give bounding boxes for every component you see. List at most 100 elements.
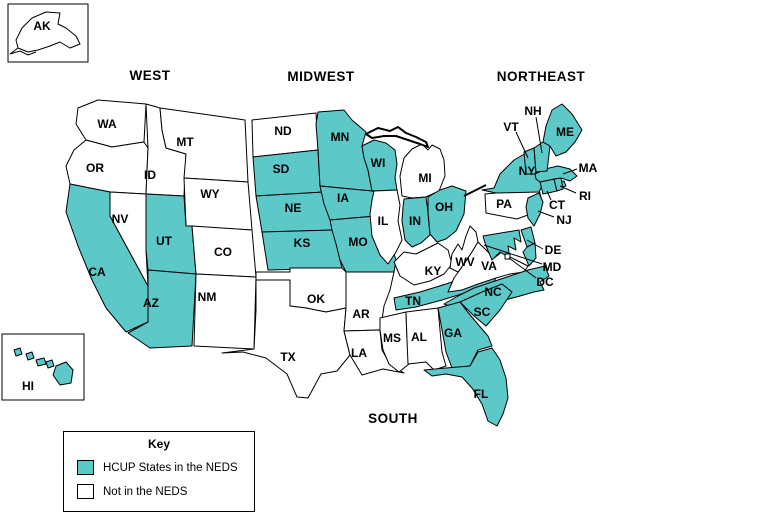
state-VA-shape [447, 241, 529, 293]
leader-line-VT [515, 131, 529, 159]
state-WY-label: WY [200, 187, 219, 201]
region-label-midwest: MIDWEST [287, 69, 354, 84]
leader-line-CT [546, 190, 552, 201]
state-HI-shape [13, 347, 23, 357]
legend-swatch-out [77, 484, 94, 499]
state-IA-label: IA [337, 191, 349, 205]
state-NC-label: NC [484, 285, 502, 299]
state-IN-label: IN [409, 214, 421, 228]
legend-label-in: HCUP States in the NEDS [103, 461, 238, 474]
leader-line-MD [483, 244, 543, 265]
state-IN-shape [401, 196, 431, 248]
aleutian-islands [9, 47, 37, 56]
state-WA-label: WA [97, 117, 117, 131]
legend-swatch-in [77, 460, 94, 475]
state-AR-label: AR [352, 307, 370, 321]
state-PA-label: PA [496, 197, 512, 211]
legend-title: Key [147, 437, 170, 451]
state-MN-label: MN [331, 130, 350, 144]
state-WV-label: WV [455, 255, 474, 269]
state-NY-label: NY [519, 164, 536, 178]
state-AL-label: AL [411, 330, 427, 344]
state-NE-label: NE [285, 201, 302, 215]
state-ND-label: ND [274, 124, 292, 138]
region-label-south: SOUTH [368, 411, 418, 426]
state-TX-label: TX [280, 350, 295, 364]
state-NV-label: NV [112, 212, 129, 226]
state-NV-shape [109, 191, 149, 287]
state-MD-shape [522, 242, 537, 267]
state-NJ-label: NJ [556, 213, 571, 227]
state-DE-label: DE [545, 243, 562, 257]
state-MI-shape [365, 126, 429, 148]
state-IL-label: IL [378, 214, 389, 228]
state-OR-label: OR [86, 161, 104, 175]
state-GA-label: GA [444, 326, 462, 340]
leader-line-DC [508, 257, 537, 279]
state-IL-shape [369, 189, 403, 265]
state-MO-label: MO [348, 235, 367, 249]
state-AZ-label: AZ [143, 296, 159, 310]
state-CO-label: CO [214, 245, 232, 259]
legend-item-in: HCUP States in the NEDS [77, 460, 254, 475]
state-UT-label: UT [156, 234, 173, 248]
state-VT-shape [523, 147, 537, 175]
state-HI-label: HI [22, 379, 34, 393]
state-AK-shape [15, 11, 81, 53]
state-HI-shape [35, 357, 47, 367]
state-KS-label: KS [294, 236, 311, 250]
lake-erie-shore [463, 184, 487, 197]
state-SD-label: SD [273, 162, 290, 176]
state-MD-label: MD [543, 260, 562, 274]
state-LA-label: LA [351, 346, 367, 360]
state-MA-label: MA [579, 161, 598, 175]
state-WI-label: WI [371, 156, 386, 170]
state-HI-shape [52, 361, 74, 386]
state-VT-label: VT [503, 120, 519, 134]
state-FL-shape [423, 347, 509, 427]
state-KY-label: KY [425, 264, 442, 278]
state-MI-label: MI [418, 171, 431, 185]
state-HI-shape [45, 359, 55, 369]
state-KY-shape [393, 242, 453, 286]
state-GA-shape [437, 301, 493, 369]
state-NH-label: NH [524, 104, 541, 118]
region-label-west: WEST [130, 68, 171, 83]
state-NJ-shape [525, 192, 544, 227]
state-SC-label: SC [474, 305, 491, 319]
state-NM-label: NM [198, 290, 217, 304]
state-TN-label: TN [405, 294, 421, 308]
hawaii-inset-box [1, 333, 85, 401]
state-NH-shape [533, 141, 551, 173]
leader-line-NH [535, 116, 543, 154]
state-MT-shape [159, 107, 249, 183]
state-VA-label: VA [481, 259, 497, 273]
state-ME-label: ME [556, 125, 574, 139]
state-OK-label: OK [307, 292, 325, 306]
legend-box: Key HCUP States in the NEDS Not in the N… [63, 431, 255, 512]
state-TX-shape [221, 279, 351, 399]
state-ID-label: ID [144, 168, 156, 182]
state-CT-label: CT [549, 198, 566, 212]
state-CA-label: CA [88, 265, 106, 279]
legend-label-out: Not in the NEDS [103, 485, 188, 498]
state-AK-label: AK [33, 19, 51, 33]
state-KS-shape [261, 229, 343, 271]
legend-item-out: Not in the NEDS [77, 484, 254, 499]
state-OH-shape [427, 185, 467, 243]
leader-line-MA [562, 168, 578, 175]
state-SC-shape [459, 283, 513, 327]
state-WY-shape [183, 177, 253, 231]
state-NM-shape [193, 273, 257, 350]
state-OH-label: OH [435, 200, 453, 214]
state-MS-label: MS [383, 331, 401, 345]
state-IA-shape [319, 185, 379, 221]
state-ME-shape [542, 103, 583, 157]
leader-line-NJ [537, 210, 555, 218]
state-HI-shape [25, 351, 35, 361]
state-DC-label: DC [536, 275, 554, 289]
state-RI-label: RI [579, 189, 591, 203]
leader-line-DE [526, 239, 544, 250]
